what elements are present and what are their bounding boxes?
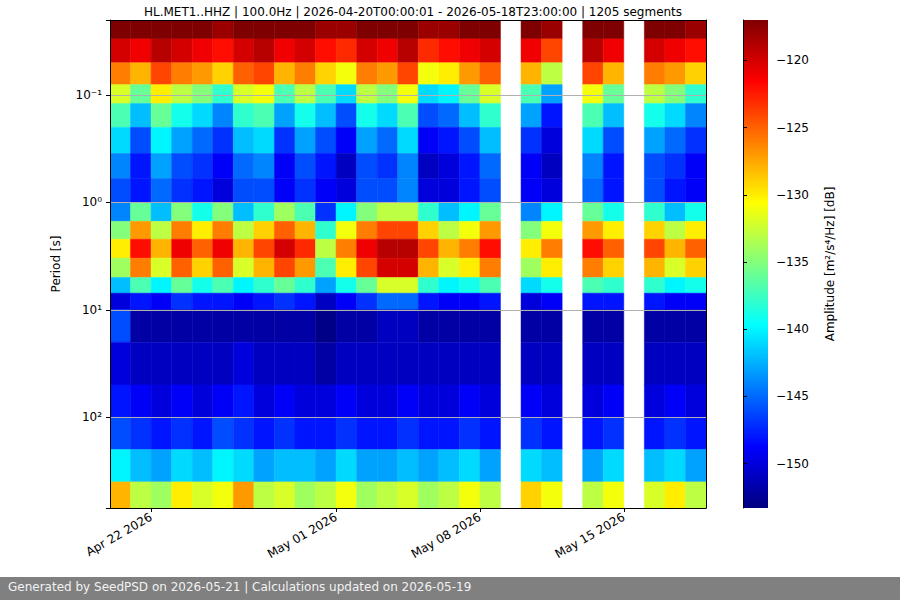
svg-text:10⁰: 10⁰ [82,195,102,209]
svg-text:−125: −125 [776,121,809,135]
svg-text:Period [s]: Period [s] [49,236,63,293]
svg-text:Generated by SeedPSD on 2026-0: Generated by SeedPSD on 2026-05-21 | Cal… [8,580,471,594]
svg-text:May 01 2026: May 01 2026 [265,510,340,561]
svg-text:May 08 2026: May 08 2026 [409,510,484,561]
svg-text:HL.MET1..HHZ | 100.0Hz | 2026-: HL.MET1..HHZ | 100.0Hz | 2026-04-20T00:0… [144,5,682,19]
svg-text:−135: −135 [776,255,809,269]
svg-text:10¹: 10¹ [82,303,102,317]
svg-text:Apr 22 2026: Apr 22 2026 [83,510,154,559]
svg-text:−140: −140 [776,322,809,336]
svg-text:−145: −145 [776,389,809,403]
svg-text:−130: −130 [776,188,809,202]
svg-text:−150: −150 [776,457,809,471]
svg-text:−120: −120 [776,53,809,67]
svg-text:May 15 2026: May 15 2026 [553,510,628,561]
svg-text:10²: 10² [82,410,102,424]
svg-text:Amplitude [m²/s⁴/Hz] [dB]: Amplitude [m²/s⁴/Hz] [dB] [823,187,837,342]
svg-text:10⁻¹: 10⁻¹ [76,88,103,102]
